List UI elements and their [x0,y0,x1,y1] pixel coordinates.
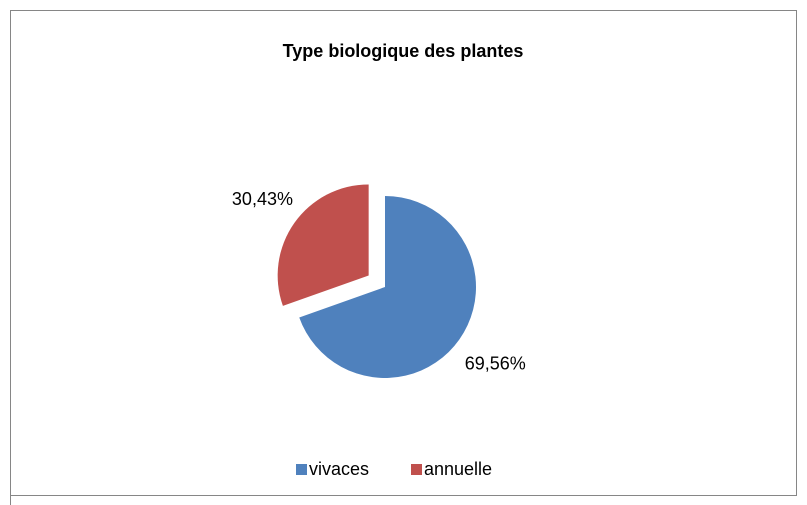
chart-border [10,10,797,505]
chart-title: Type biologique des plantes [283,41,524,61]
legend-label: vivaces [309,459,369,479]
data-label: 30,43% [232,189,293,209]
pie-slice [277,184,369,306]
legend-swatch [411,464,422,475]
pie-slice [299,196,477,379]
data-label: 69,56% [465,354,526,374]
legend-swatch [296,464,307,475]
legend-label: annuelle [424,459,492,479]
